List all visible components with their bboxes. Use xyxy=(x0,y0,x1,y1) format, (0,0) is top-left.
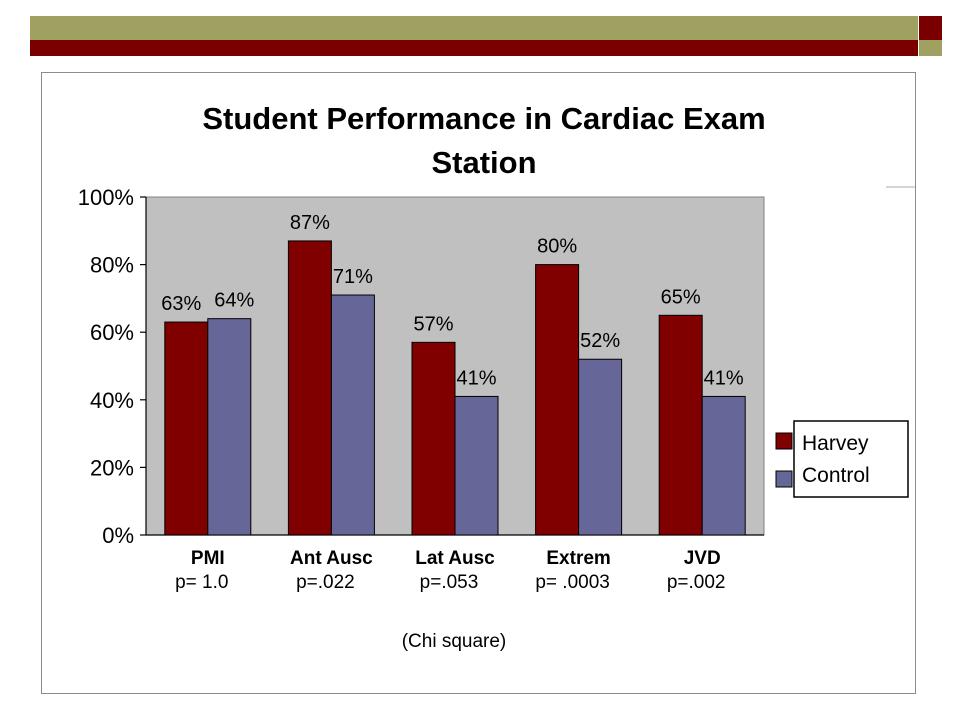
header-corner-maroon-square xyxy=(918,16,942,40)
category-label: Ant Ausc xyxy=(290,548,373,569)
bar-control-pmi xyxy=(207,318,252,536)
bar-harvey-extrem xyxy=(535,264,580,536)
y-axis: 0% 20% 40% 60% 80% 100% xyxy=(78,185,764,548)
p-value-label: p=.022 xyxy=(296,572,355,593)
y-tick-label: 80% xyxy=(90,253,134,278)
y-tick-label: 60% xyxy=(90,320,134,345)
data-label: 65% xyxy=(661,286,701,308)
bar-harvey-ant-ausc xyxy=(287,240,332,536)
data-label: 71% xyxy=(333,266,373,288)
data-label: 80% xyxy=(537,236,577,258)
header-corner-line xyxy=(918,14,919,58)
y-tick-label: 20% xyxy=(90,455,134,480)
data-label: 63% xyxy=(161,293,201,315)
header-maroon-bar xyxy=(30,40,918,56)
bar-harvey-lat-ausc xyxy=(411,341,456,536)
category-label: JVD xyxy=(684,548,721,569)
data-label: 87% xyxy=(290,212,330,234)
legend-label-harvey: Harvey xyxy=(802,432,869,455)
p-value-label: p=.002 xyxy=(667,572,726,593)
y-tick-label: 100% xyxy=(78,185,134,210)
data-label: 64% xyxy=(214,290,254,312)
data-labels: 63% 64% 87% 71% 57% 41% 80% 52% 65% 41% xyxy=(161,212,744,389)
header-corner-olive-square xyxy=(918,40,942,56)
bar-harvey-jvd xyxy=(658,314,703,536)
data-label: 41% xyxy=(704,367,744,389)
data-label: 52% xyxy=(580,330,620,352)
bar-control-extrem xyxy=(578,358,623,536)
data-label: 41% xyxy=(456,367,496,389)
bar-harvey-pmi xyxy=(164,321,209,536)
bars xyxy=(164,240,746,536)
category-label: PMI xyxy=(191,548,225,569)
header-olive-bar xyxy=(30,16,918,40)
y-tick-label: 0% xyxy=(102,523,134,548)
chi-square-note: (Chi square) xyxy=(402,631,507,652)
bar-control-lat-ausc xyxy=(454,395,499,536)
bar-chart: Student Performance in Cardiac Exam Stat… xyxy=(78,101,915,652)
category-label: Lat Ausc xyxy=(415,548,495,569)
bar-control-jvd xyxy=(701,395,746,536)
p-value-label: p=.053 xyxy=(420,572,479,593)
y-tick-label: 40% xyxy=(90,388,134,413)
chart-title: Student Performance in Cardiac Exam Stat… xyxy=(202,101,765,180)
legend: Harvey Control xyxy=(775,420,909,498)
chart-frame: Student Performance in Cardiac Exam Stat… xyxy=(41,72,916,694)
legend-swatch-control xyxy=(775,470,793,488)
data-label: 57% xyxy=(413,313,453,335)
chart-title-line-1: Student Performance in Cardiac Exam xyxy=(202,101,765,136)
category-label: Extrem xyxy=(546,548,610,569)
p-value-label: p= 1.0 xyxy=(175,572,228,593)
legend-swatch-harvey xyxy=(775,432,793,450)
chart-title-line-2: Station xyxy=(431,145,536,180)
bar-control-ant-ausc xyxy=(330,294,375,536)
p-value-label: p= .0003 xyxy=(535,572,610,593)
legend-box xyxy=(793,420,909,498)
x-axis: PMI p= 1.0 Ant Ausc p=.022 Lat Ausc p=.053 Ext… xyxy=(175,548,725,593)
legend-label-control: Control xyxy=(802,464,870,487)
